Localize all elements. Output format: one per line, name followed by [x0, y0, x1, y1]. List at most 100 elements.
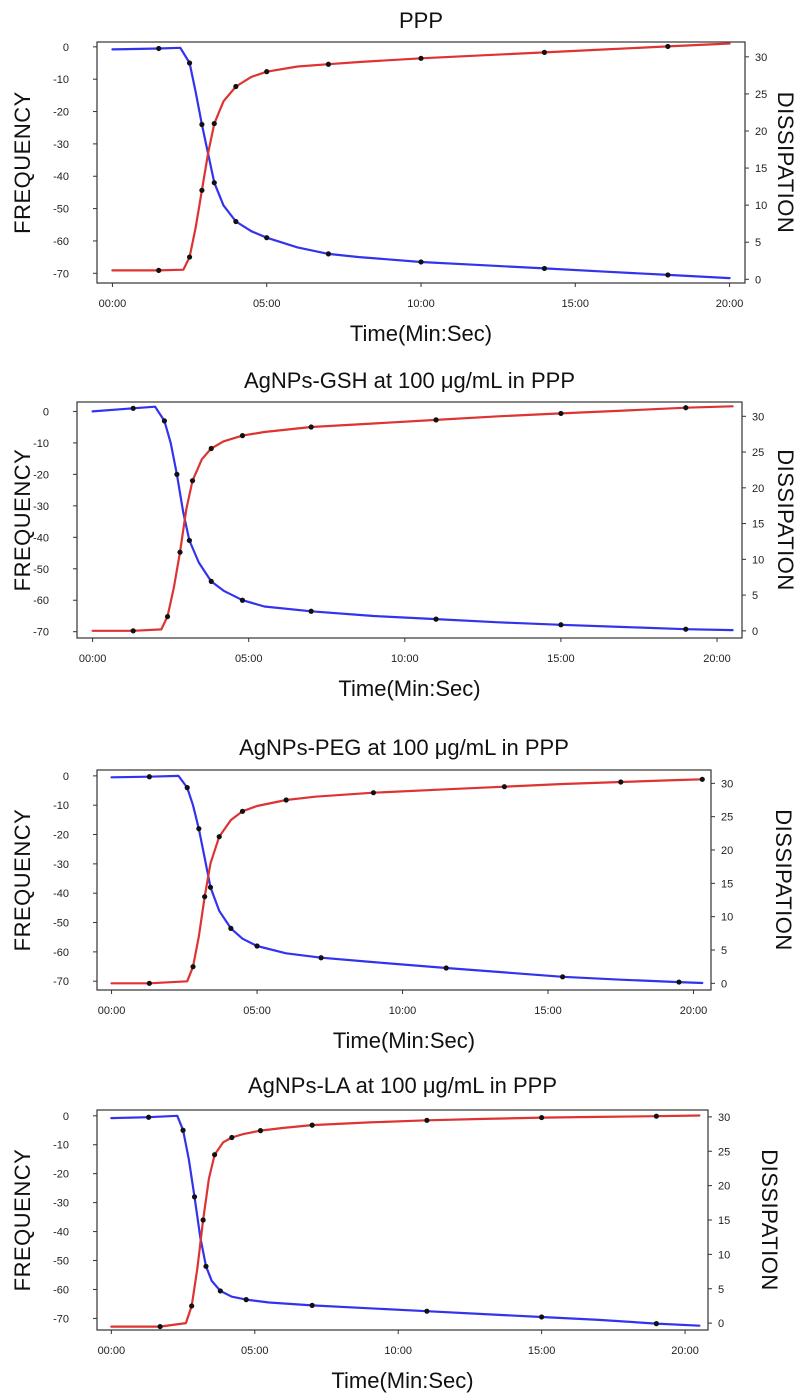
plot-frame [96, 769, 712, 991]
y-left-tick-label: -20 [53, 1169, 69, 1181]
y-right-tick-label: 5 [718, 1284, 724, 1296]
data-point [309, 1122, 315, 1128]
data-point [501, 784, 507, 790]
y-left-tick-label: 0 [63, 1111, 69, 1123]
y-left-axis-label: FREQUENCY [10, 91, 35, 234]
y-left-tick-label: -40 [33, 532, 49, 544]
data-point [541, 265, 548, 272]
y-right-tick-label: 30 [721, 778, 733, 790]
data-point [370, 790, 377, 796]
y-right-axis-label: DISSIPATION [773, 92, 798, 234]
data-point [418, 55, 424, 61]
data-point [200, 1217, 206, 1223]
x-tick-label: 05:00 [235, 653, 263, 665]
y-left-tick-label: -50 [33, 564, 49, 576]
x-tick-label: 20:00 [716, 298, 744, 310]
y-left-tick-label: -70 [53, 1313, 69, 1325]
y-right-tick-label: 30 [752, 411, 764, 423]
data-point [157, 1323, 163, 1330]
x-tick-label: 05:00 [243, 1005, 271, 1017]
data-point [228, 925, 234, 932]
plot-frame [96, 1109, 709, 1331]
y-right-tick-label: 20 [721, 845, 733, 857]
y-right-tick-label: 25 [752, 447, 764, 459]
data-point [186, 537, 192, 544]
data-point [539, 1114, 545, 1121]
data-point [212, 1152, 218, 1158]
data-point [309, 1302, 315, 1308]
data-point [130, 628, 136, 634]
y-right-tick-label: 20 [755, 126, 767, 138]
data-point [318, 955, 324, 961]
x-tick-label: 20:00 [703, 653, 731, 665]
data-point [433, 616, 439, 622]
y-right-tick-label: 15 [755, 163, 767, 175]
data-point [699, 776, 705, 782]
y-right-tick-label: 0 [721, 978, 727, 990]
data-point [146, 980, 152, 986]
y-right-tick-label: 15 [752, 519, 764, 531]
plot-frame [96, 41, 746, 284]
data-point [618, 779, 624, 785]
y-left-tick-label: -60 [53, 236, 69, 248]
series-line-frequency [110, 774, 704, 985]
data-point [264, 69, 270, 75]
x-axis-label: Time(Min:Sec) [350, 321, 492, 346]
data-point [146, 1114, 152, 1120]
data-point [216, 834, 222, 840]
y-right-tick-label: 25 [721, 812, 733, 824]
y-right-tick-label: 25 [718, 1146, 730, 1158]
data-point [199, 121, 205, 128]
y-left-tick-label: -30 [53, 139, 69, 151]
data-point [130, 405, 136, 411]
y-left-tick-label: -40 [53, 171, 69, 183]
data-point [203, 1263, 209, 1269]
data-point [239, 597, 246, 603]
x-tick-label: 00:00 [79, 653, 107, 665]
y-left-tick-label: -70 [53, 268, 69, 280]
data-point [676, 979, 682, 985]
data-point [180, 1127, 186, 1133]
data-point [308, 608, 314, 614]
data-point [233, 218, 239, 225]
data-point [558, 410, 564, 417]
y-right-tick-label: 30 [718, 1112, 730, 1124]
data-point [199, 187, 205, 193]
y-right-tick-label: 30 [755, 52, 767, 64]
y-right-tick-label: 10 [755, 200, 767, 212]
data-point [243, 1297, 249, 1303]
data-point [433, 417, 439, 423]
series-line-dissipation [91, 405, 734, 632]
chart-title: AgNPs-PEG at 100 μg/mL in PPP [239, 735, 569, 760]
data-point [211, 180, 217, 186]
x-axis-label: Time(Min:Sec) [333, 1028, 475, 1053]
y-left-tick-label: -20 [33, 469, 49, 481]
x-tick-label: 10:00 [391, 653, 419, 665]
data-point [653, 1113, 659, 1119]
data-point [156, 267, 162, 273]
x-tick-label: 00:00 [98, 1005, 126, 1017]
y-left-tick-label: -20 [53, 830, 69, 842]
data-point [424, 1308, 430, 1314]
y-left-tick-label: -70 [53, 976, 69, 988]
data-point [283, 797, 289, 803]
y-left-tick-label: 0 [63, 771, 69, 783]
y-right-tick-label: 5 [752, 590, 758, 602]
data-point [325, 251, 332, 257]
series-line-frequency [111, 46, 731, 280]
data-point [539, 1314, 545, 1320]
data-point [239, 433, 246, 439]
y-left-tick-label: -60 [33, 595, 49, 607]
data-point [254, 943, 260, 949]
data-point [308, 424, 314, 430]
series-line-dissipation [111, 42, 731, 272]
y-right-tick-label: 5 [755, 237, 761, 249]
x-tick-label: 15:00 [528, 1345, 556, 1357]
y-right-tick-label: 25 [755, 89, 767, 101]
data-point [208, 445, 214, 452]
chart-title: AgNPs-LA at 100 μg/mL in PPP [248, 1073, 557, 1098]
y-left-axis-label: FREQUENCY [10, 809, 35, 952]
x-axis-label: Time(Min:Sec) [331, 1368, 473, 1393]
data-point [257, 1128, 264, 1134]
